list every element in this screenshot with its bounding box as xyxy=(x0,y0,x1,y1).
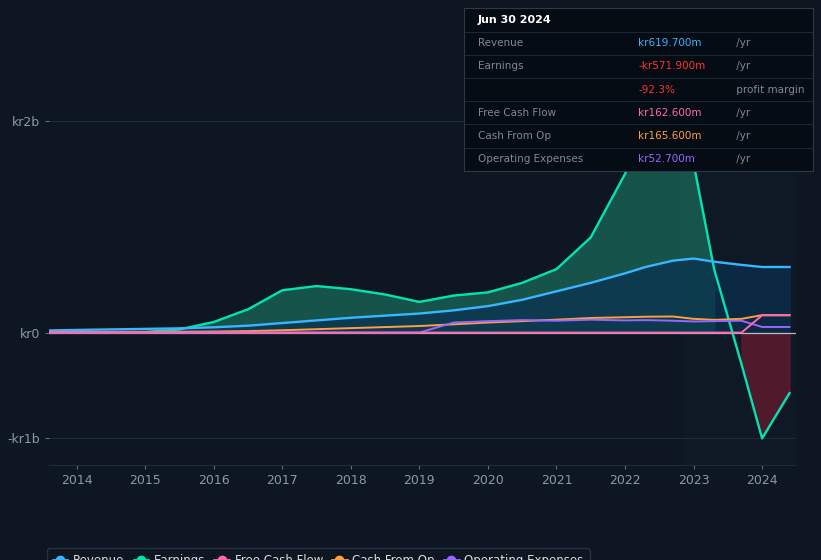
Text: Jun 30 2024: Jun 30 2024 xyxy=(478,15,552,25)
Text: /yr: /yr xyxy=(732,38,750,48)
Text: /yr: /yr xyxy=(732,62,750,72)
Text: Free Cash Flow: Free Cash Flow xyxy=(478,108,556,118)
Text: /yr: /yr xyxy=(732,108,750,118)
Text: -kr571.900m: -kr571.900m xyxy=(639,62,705,72)
Text: kr619.700m: kr619.700m xyxy=(639,38,702,48)
Text: Revenue: Revenue xyxy=(478,38,523,48)
Text: kr165.600m: kr165.600m xyxy=(639,131,702,141)
Legend: Revenue, Earnings, Free Cash Flow, Cash From Op, Operating Expenses: Revenue, Earnings, Free Cash Flow, Cash … xyxy=(47,548,589,560)
Text: /yr: /yr xyxy=(732,154,750,164)
Text: Operating Expenses: Operating Expenses xyxy=(478,154,583,164)
Text: Earnings: Earnings xyxy=(478,62,523,72)
Text: -92.3%: -92.3% xyxy=(639,85,675,95)
Text: kr52.700m: kr52.700m xyxy=(639,154,695,164)
Bar xyxy=(683,84,803,465)
Text: Cash From Op: Cash From Op xyxy=(478,131,551,141)
Text: /yr: /yr xyxy=(732,131,750,141)
Text: kr162.600m: kr162.600m xyxy=(639,108,702,118)
Text: profit margin: profit margin xyxy=(732,85,804,95)
